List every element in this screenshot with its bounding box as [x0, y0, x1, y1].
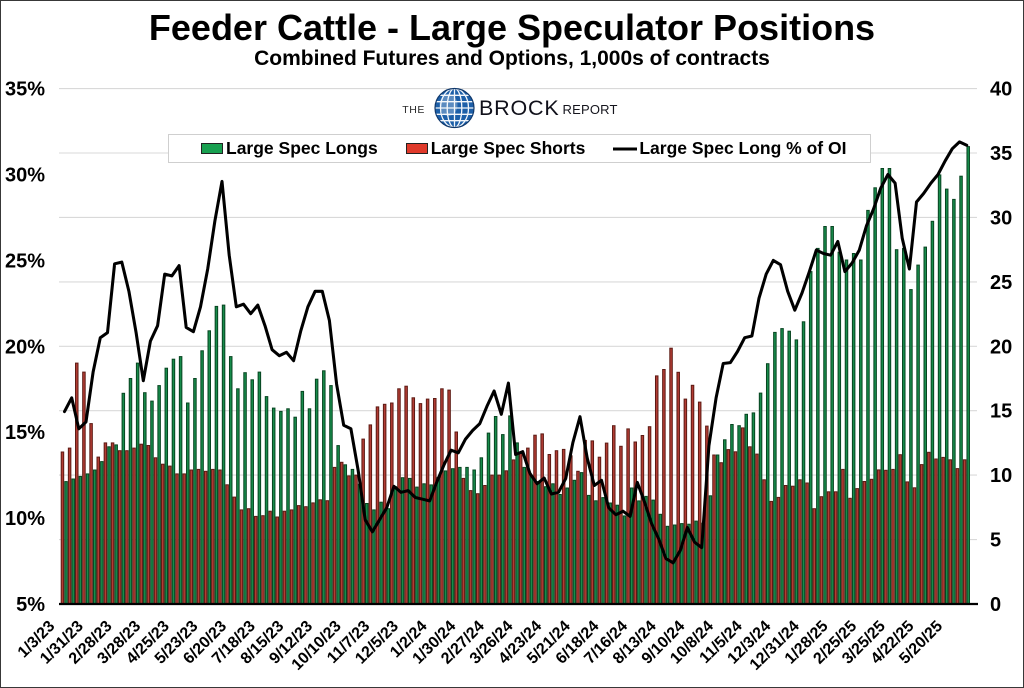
svg-text:REPORT: REPORT [563, 102, 618, 117]
svg-text:25%: 25% [5, 250, 45, 272]
svg-text:20%: 20% [5, 336, 45, 358]
svg-text:0: 0 [990, 594, 1001, 616]
svg-text:30%: 30% [5, 165, 45, 187]
svg-text:30: 30 [990, 208, 1012, 230]
svg-text:10%: 10% [5, 508, 45, 530]
svg-text:15%: 15% [5, 422, 45, 444]
svg-text:20: 20 [990, 336, 1012, 358]
svg-text:35: 35 [990, 143, 1012, 165]
svg-text:40: 40 [990, 79, 1012, 101]
svg-text:25: 25 [990, 272, 1012, 294]
svg-text:5%: 5% [16, 594, 45, 616]
svg-text:5: 5 [990, 530, 1001, 552]
svg-text:10: 10 [990, 465, 1012, 487]
svg-text:THE: THE [402, 104, 425, 116]
svg-text:BROCK: BROCK [479, 96, 559, 120]
svg-text:15: 15 [990, 401, 1012, 423]
svg-text:35%: 35% [5, 79, 45, 101]
